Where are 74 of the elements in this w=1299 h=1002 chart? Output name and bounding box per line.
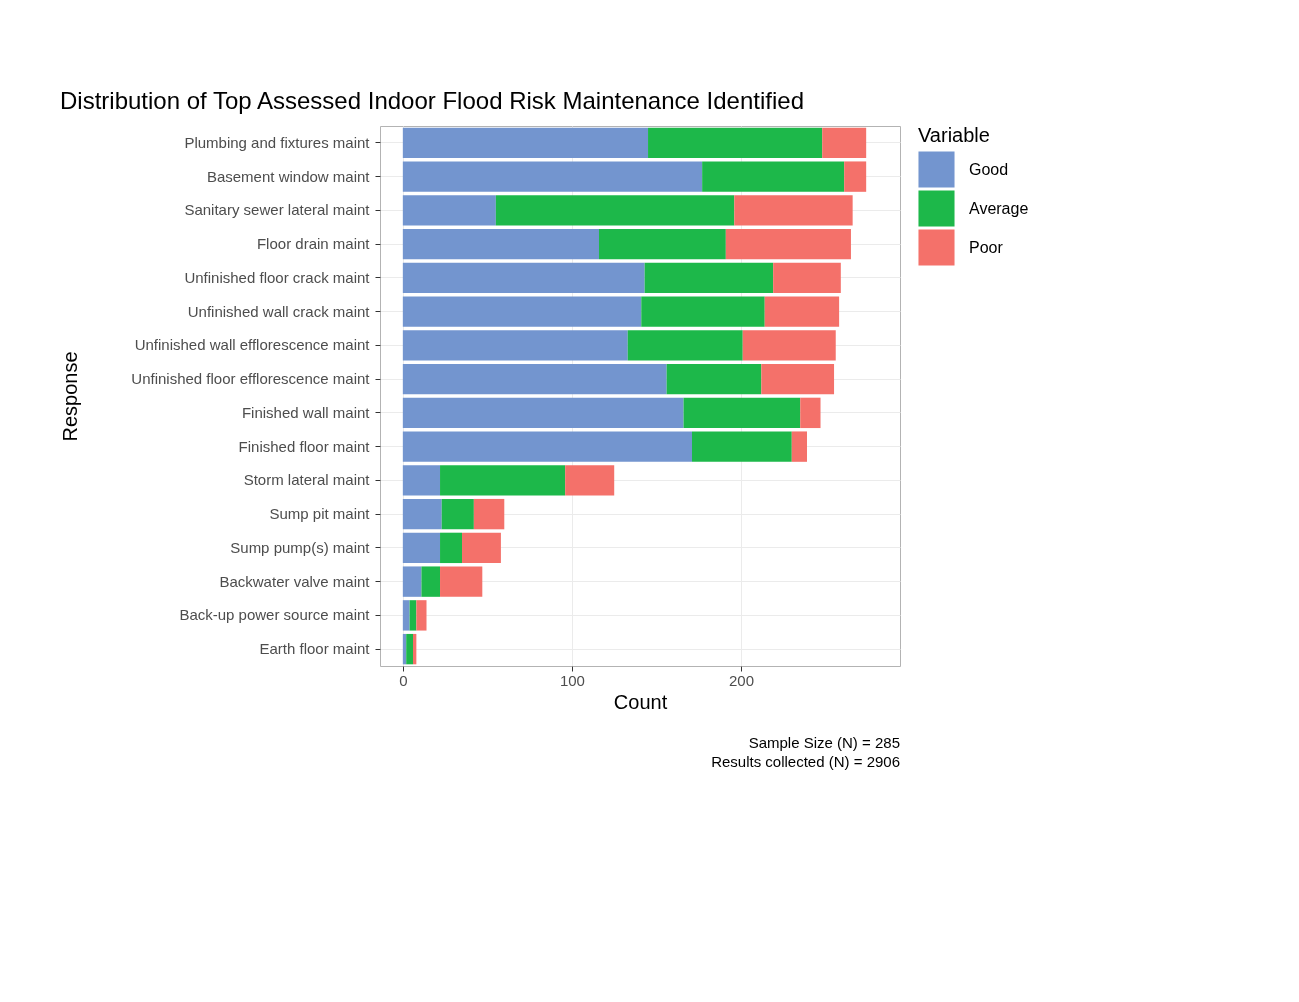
bar	[844, 161, 867, 192]
x-tick-label: 200	[729, 671, 755, 689]
bar	[402, 296, 642, 327]
bar	[791, 431, 807, 462]
bar	[440, 566, 483, 597]
bar	[742, 330, 836, 361]
bar	[402, 431, 692, 462]
chart-title: Distribution of Top Assessed Indoor Flood Risk Maintenance Identified	[60, 87, 804, 114]
bar	[406, 633, 413, 665]
bar	[402, 161, 703, 192]
bar	[627, 330, 743, 361]
bar	[440, 465, 566, 496]
y-tick-label: Back-up power source maint	[179, 606, 371, 624]
legend-title: Variable	[918, 124, 990, 146]
bar	[734, 195, 853, 226]
bar	[644, 262, 774, 294]
text: Results collected (N) = 2906	[711, 753, 900, 770]
bar	[692, 431, 792, 462]
bar	[402, 228, 599, 260]
y-tick-label: Plumbing and fixtures maint	[184, 133, 371, 151]
y-tick-label: Finished floor maint	[238, 437, 371, 455]
bar	[402, 397, 684, 429]
bar	[702, 161, 845, 192]
bar	[440, 532, 463, 564]
y-tick-label: Sump pit maint	[269, 505, 371, 523]
bar	[800, 397, 821, 429]
legend-label: Poor	[969, 238, 1004, 256]
y-tick-label: Basement window maint	[206, 167, 371, 185]
bar	[441, 498, 474, 530]
bar	[402, 262, 645, 294]
bar	[402, 532, 441, 564]
y-tick-label: Sanitary sewer lateral maint	[184, 201, 371, 219]
bar	[565, 465, 615, 496]
bar	[409, 600, 417, 631]
bar	[402, 363, 667, 395]
y-axis-title: Response	[58, 351, 81, 442]
x-axis-title: Count	[613, 690, 668, 713]
bar	[402, 498, 442, 530]
bar	[666, 363, 762, 395]
bar	[683, 397, 801, 429]
bar	[402, 195, 496, 226]
bar	[822, 127, 867, 159]
y-tick-label: Sump pump(s) maint	[230, 538, 371, 556]
bar	[421, 566, 441, 597]
y-tick-label: Unfinished floor efflorescence maint	[131, 370, 371, 388]
bar	[641, 296, 765, 327]
legend-label: Average	[969, 199, 1029, 217]
y-tick-label: Storm lateral maint	[243, 471, 371, 489]
bar	[761, 363, 835, 395]
bar	[416, 600, 427, 631]
y-tick-label: Finished wall maint	[241, 403, 371, 421]
y-tick-label: Unfinished floor crack maint	[184, 268, 371, 286]
x-tick-label: 100	[559, 671, 585, 689]
bar	[402, 566, 422, 597]
bar	[402, 465, 441, 496]
bar	[773, 262, 841, 294]
y-tick-label: Backwater valve maint	[219, 572, 371, 590]
x-tick-label: 0	[399, 671, 408, 689]
bar	[598, 228, 726, 260]
bar	[764, 296, 840, 327]
bar	[648, 127, 823, 159]
y-tick-label: Unfinished wall crack maint	[187, 302, 371, 320]
bar	[725, 228, 851, 260]
bar	[462, 532, 501, 564]
bar	[495, 195, 735, 226]
legend-label: Good	[969, 160, 1009, 178]
y-tick-label: Floor drain maint	[256, 235, 371, 253]
bar	[402, 600, 410, 631]
bar	[402, 127, 649, 159]
text: Sample Size (N) = 285	[748, 734, 900, 751]
bar	[402, 330, 628, 361]
y-tick-label: Unfinished wall efflorescence maint	[134, 336, 371, 354]
y-tick-label: Earth floor maint	[259, 640, 371, 658]
bar	[473, 498, 505, 530]
